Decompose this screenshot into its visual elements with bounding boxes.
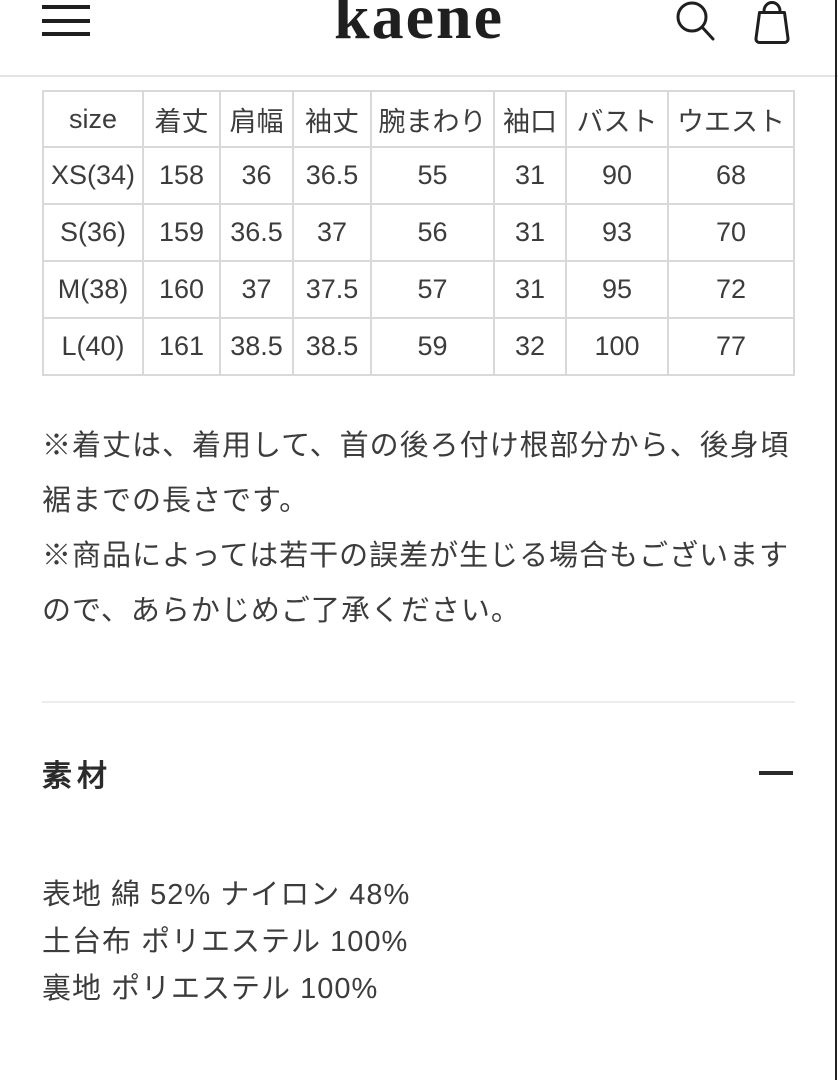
table-cell: 36.5	[219, 203, 294, 262]
column-header: 肩幅	[219, 90, 294, 148]
table-cell: 38.5	[219, 317, 294, 376]
material-item: 土台布 ポリエステル 100%	[42, 926, 409, 958]
material-accordion-header[interactable]: 素材	[42, 752, 793, 794]
note-text: ※商品によっては若干の誤差が生じる場合もございますので、あらかじめご了承ください…	[42, 540, 790, 627]
column-header: ウエスト	[667, 90, 795, 148]
table-row: XS(34) 158 36 36.5 55 31 90 68	[42, 146, 795, 205]
material-section-title: 素材	[42, 760, 112, 793]
table-cell: 95	[565, 260, 669, 319]
table-cell: 38.5	[292, 317, 372, 376]
search-icon	[676, 1, 715, 41]
table-row: M(38) 160 37 37.5 57 31 95 72	[42, 260, 795, 319]
collapse-button[interactable]	[759, 763, 793, 783]
column-header: 腕まわり	[370, 90, 495, 148]
table-cell: 55	[370, 146, 495, 205]
table-row: S(36) 159 36.5 37 56 31 93 70	[42, 203, 795, 262]
section-divider	[42, 701, 795, 703]
table-cell: 37	[292, 203, 372, 262]
column-header: 袖口	[493, 90, 567, 148]
size-chart-table: size 着丈 肩幅 袖丈 腕まわり 袖口 バスト ウエスト XS(34) 15…	[42, 90, 795, 376]
column-header: size	[42, 90, 144, 148]
table-cell: 72	[667, 260, 795, 319]
header-divider	[0, 75, 838, 77]
table-cell: 70	[667, 203, 795, 262]
note-text: ※着丈は、着用して、首の後ろ付け根部分から、後身頃裾までの長さです。	[42, 430, 790, 517]
table-cell: 68	[667, 146, 795, 205]
table-cell: 31	[493, 146, 567, 205]
brand-logo[interactable]: kaene	[334, 0, 504, 52]
table-cell: 57	[370, 260, 495, 319]
material-item: 表地 綿 52% ナイロン 48%	[42, 879, 411, 911]
table-cell: 37	[219, 260, 294, 319]
menu-button[interactable]	[42, 5, 90, 36]
hamburger-icon	[42, 5, 90, 36]
table-cell: 56	[370, 203, 495, 262]
table-cell: 160	[142, 260, 221, 319]
table-cell: 31	[493, 260, 567, 319]
table-cell: L(40)	[42, 317, 144, 376]
table-cell: 100	[565, 317, 669, 376]
table-cell: XS(34)	[42, 146, 144, 205]
table-cell: 90	[565, 146, 669, 205]
table-cell: 37.5	[292, 260, 372, 319]
table-cell: S(36)	[42, 203, 144, 262]
table-cell: 161	[142, 317, 221, 376]
table-cell: M(38)	[42, 260, 144, 319]
table-cell: 31	[493, 203, 567, 262]
measurement-notes: ※着丈は、着用して、首の後ろ付け根部分から、後身頃裾までの長さです。 ※商品によ…	[42, 419, 798, 639]
table-cell: 36	[219, 146, 294, 205]
table-cell: 77	[667, 317, 795, 376]
material-list: 表地 綿 52% ナイロン 48% 土台布 ポリエステル 100% 裏地 ポリエ…	[42, 872, 798, 1013]
column-header: 袖丈	[292, 90, 372, 148]
table-header-row: size 着丈 肩幅 袖丈 腕まわり 袖口 バスト ウエスト	[42, 90, 795, 148]
table-cell: 59	[370, 317, 495, 376]
minus-icon	[759, 771, 793, 775]
table-cell: 32	[493, 317, 567, 376]
column-header: 着丈	[142, 90, 221, 148]
table-row: L(40) 161 38.5 38.5 59 32 100 77	[42, 317, 795, 376]
shopping-bag-icon	[754, 1, 790, 44]
search-button[interactable]	[673, 1, 715, 45]
table-cell: 93	[565, 203, 669, 262]
column-header: バスト	[565, 90, 669, 148]
bag-button[interactable]	[751, 1, 793, 45]
table-cell: 36.5	[292, 146, 372, 205]
table-cell: 158	[142, 146, 221, 205]
table-cell: 159	[142, 203, 221, 262]
material-item: 裏地 ポリエステル 100%	[42, 973, 379, 1005]
screen-edge-line	[835, 0, 837, 1080]
